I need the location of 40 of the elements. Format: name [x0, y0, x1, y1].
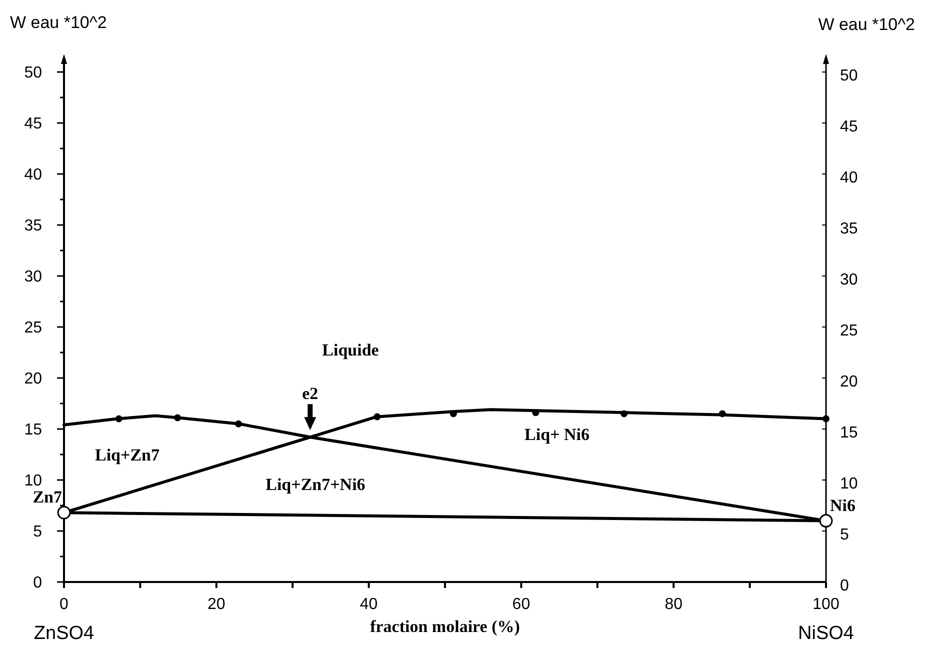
y2-tick-label: 40 — [840, 170, 858, 187]
text: NiSO4 — [798, 623, 854, 644]
annotation: Liquide — [322, 340, 380, 360]
y2-tick-label: 15 — [840, 424, 858, 442]
y-tick-label: 10 — [24, 472, 42, 490]
y-tick-label: 30 — [24, 268, 42, 286]
annotation: e2 — [302, 384, 318, 404]
y-tick-label: 45 — [24, 116, 42, 133]
annotation: Liq+Zn7+Ni6 — [266, 475, 366, 494]
y-tick-label: 15 — [24, 422, 42, 439]
y-axis-title: W eau *10^2 — [10, 13, 107, 32]
x-tick-label: 100 — [812, 596, 840, 613]
x-tick-label: 40 — [360, 596, 378, 613]
y2-tick-label: 50 — [840, 68, 858, 85]
y2-tick-label: 35 — [840, 220, 858, 238]
x-tick-label: 0 — [60, 596, 69, 613]
y-tick-label: 20 — [24, 370, 42, 388]
annotation: Ni6 — [830, 496, 856, 515]
annotation: Liq+ Ni6 — [524, 425, 590, 444]
y2-tick-label: 0 — [840, 578, 849, 595]
y2-tick-label: 10 — [840, 476, 858, 493]
y-tick-label: 35 — [24, 218, 42, 235]
y2-tick-label: 5 — [840, 526, 849, 544]
y-tick-label: 5 — [33, 524, 42, 541]
y-tick-label: 0 — [33, 574, 42, 592]
annotation: Zn7 — [32, 488, 62, 507]
y2-axis-title: W eau *10^2 — [818, 15, 915, 34]
y-tick-label: 50 — [24, 64, 42, 82]
y2-tick-label: 20 — [840, 374, 858, 391]
x-tick-label: 80 — [664, 596, 683, 613]
x-axis-title: fraction molaire (%) — [370, 617, 520, 636]
y-tick-label: 40 — [24, 166, 42, 184]
y2-tick-label: 45 — [840, 118, 858, 136]
x-tick-label: 60 — [512, 596, 530, 613]
annotation: Liq+Zn7 — [94, 445, 160, 464]
text: ZnSO4 — [34, 623, 95, 644]
y2-tick-label: 30 — [840, 272, 858, 289]
y-tick-label: 25 — [24, 320, 42, 337]
x-tick-label: 20 — [208, 596, 226, 613]
y2-tick-label: 25 — [840, 322, 858, 340]
